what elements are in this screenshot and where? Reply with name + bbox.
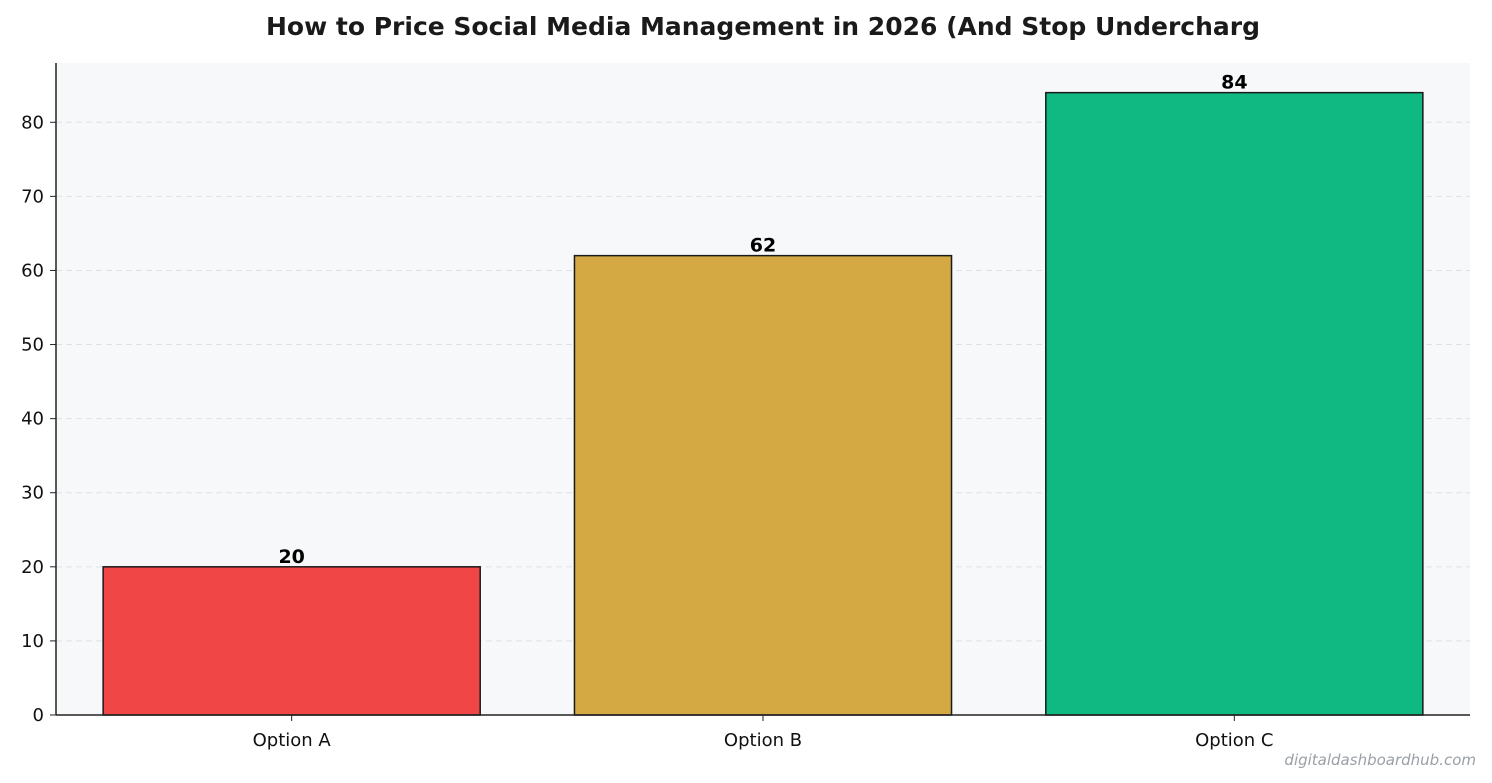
bar-option-c — [1045, 91, 1424, 716]
y-tick-label: 20 — [21, 557, 44, 578]
bar-option-b — [573, 254, 953, 716]
x-tick-label: Option C — [1195, 730, 1273, 751]
data-label: 20 — [278, 546, 304, 568]
watermark-text: digitaldashboardhub.com — [1284, 751, 1476, 769]
y-tick-label: 40 — [21, 409, 44, 430]
y-tick-label: 50 — [21, 335, 44, 356]
plot-area: 20 Option A 62 Option B 84 Option C 0 10 20 30 40 5… — [21, 63, 1470, 751]
y-tick-label: 70 — [21, 186, 44, 207]
bar-option-a — [102, 566, 481, 716]
y-tick-label: 30 — [21, 483, 44, 504]
data-label: 62 — [750, 235, 776, 257]
y-tick-label: 80 — [21, 112, 44, 133]
x-tick-label: Option B — [724, 730, 802, 751]
y-tick-label: 60 — [21, 260, 44, 281]
x-tick-label: Option A — [253, 730, 332, 751]
y-tick-label: 0 — [33, 705, 44, 726]
data-label: 84 — [1221, 72, 1247, 94]
chart-title: How to Price Social Media Management in … — [266, 12, 1260, 41]
y-tick-label: 10 — [21, 631, 44, 652]
